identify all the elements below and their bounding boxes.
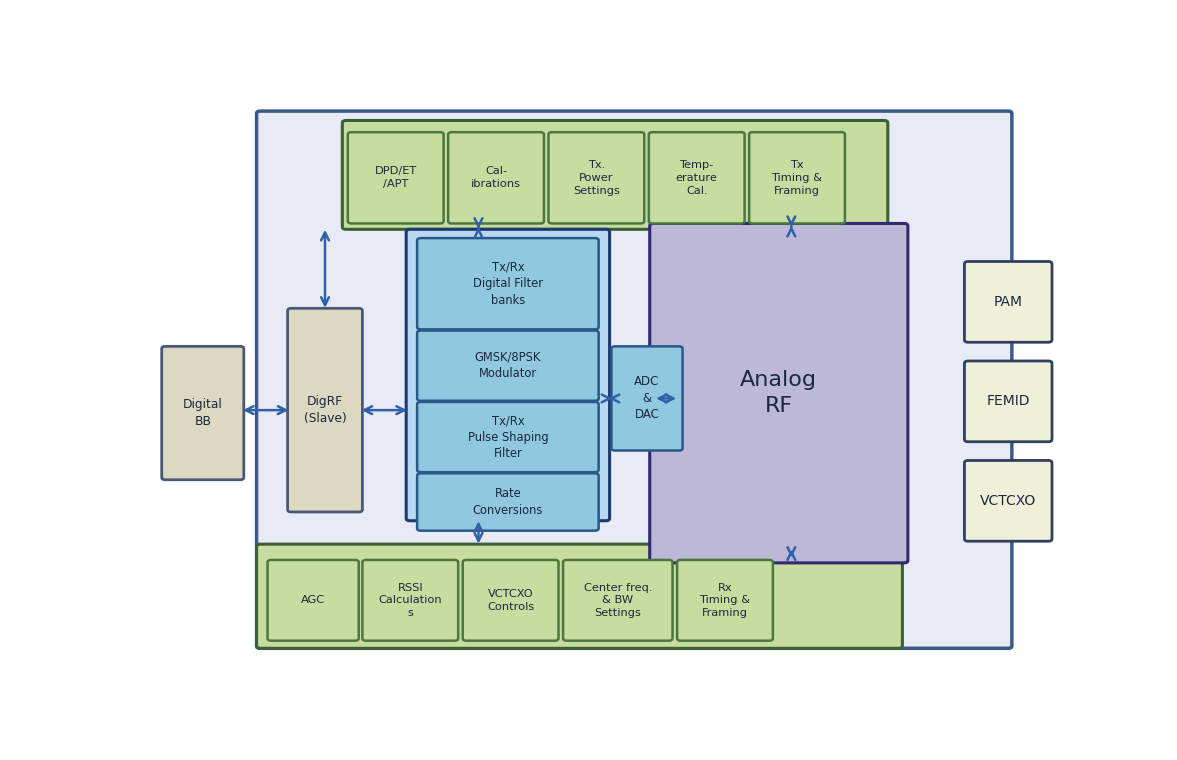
Text: Tx.
Power
Settings: Tx. Power Settings <box>573 160 620 195</box>
FancyBboxPatch shape <box>649 132 745 223</box>
Text: Tx
Timing &
Framing: Tx Timing & Framing <box>772 160 823 195</box>
FancyBboxPatch shape <box>548 132 644 223</box>
Text: VCTCXO
Controls: VCTCXO Controls <box>487 589 534 612</box>
FancyBboxPatch shape <box>267 560 359 641</box>
FancyBboxPatch shape <box>287 309 363 512</box>
Text: VCTCXO: VCTCXO <box>980 494 1036 508</box>
FancyBboxPatch shape <box>448 132 544 223</box>
FancyBboxPatch shape <box>749 132 845 223</box>
FancyBboxPatch shape <box>257 111 1012 648</box>
FancyBboxPatch shape <box>363 560 458 641</box>
Text: Center freq.
& BW
Settings: Center freq. & BW Settings <box>584 582 652 618</box>
Text: Tx/Rx
Pulse Shaping
Filter: Tx/Rx Pulse Shaping Filter <box>467 414 548 460</box>
Text: PAM: PAM <box>993 295 1023 309</box>
FancyBboxPatch shape <box>611 347 683 451</box>
FancyBboxPatch shape <box>417 238 599 329</box>
Text: Analog
RF: Analog RF <box>740 370 817 416</box>
FancyBboxPatch shape <box>343 121 887 230</box>
FancyBboxPatch shape <box>964 361 1052 442</box>
Text: GMSK/8PSK
Modulator: GMSK/8PSK Modulator <box>474 351 541 381</box>
Text: Rate
Conversions: Rate Conversions <box>473 487 543 517</box>
FancyBboxPatch shape <box>417 402 599 472</box>
Text: Rx
Timing &
Framing: Rx Timing & Framing <box>699 582 751 618</box>
FancyBboxPatch shape <box>563 560 672 641</box>
Text: Cal-
ibrations: Cal- ibrations <box>471 166 521 189</box>
Text: AGC: AGC <box>301 595 325 605</box>
Text: Tx/Rx
Digital Filter
banks: Tx/Rx Digital Filter banks <box>473 261 543 307</box>
FancyBboxPatch shape <box>964 461 1052 541</box>
FancyBboxPatch shape <box>161 347 244 480</box>
FancyBboxPatch shape <box>257 544 903 648</box>
Text: DPD/ET
/APT: DPD/ET /APT <box>374 166 417 189</box>
FancyBboxPatch shape <box>417 331 599 401</box>
Text: ADC
&
DAC: ADC & DAC <box>634 375 659 422</box>
FancyBboxPatch shape <box>348 132 444 223</box>
Text: Temp-
erature
Cal.: Temp- erature Cal. <box>676 160 718 195</box>
FancyBboxPatch shape <box>406 230 610 521</box>
Text: RSSI
Calculation
s: RSSI Calculation s <box>379 582 443 618</box>
FancyBboxPatch shape <box>417 473 599 530</box>
FancyBboxPatch shape <box>650 223 907 563</box>
Text: Digital
BB: Digital BB <box>182 398 222 428</box>
FancyBboxPatch shape <box>964 261 1052 342</box>
FancyBboxPatch shape <box>677 560 773 641</box>
FancyBboxPatch shape <box>463 560 559 641</box>
Text: DigRF
(Slave): DigRF (Slave) <box>304 395 346 425</box>
Text: FEMID: FEMID <box>986 394 1030 408</box>
